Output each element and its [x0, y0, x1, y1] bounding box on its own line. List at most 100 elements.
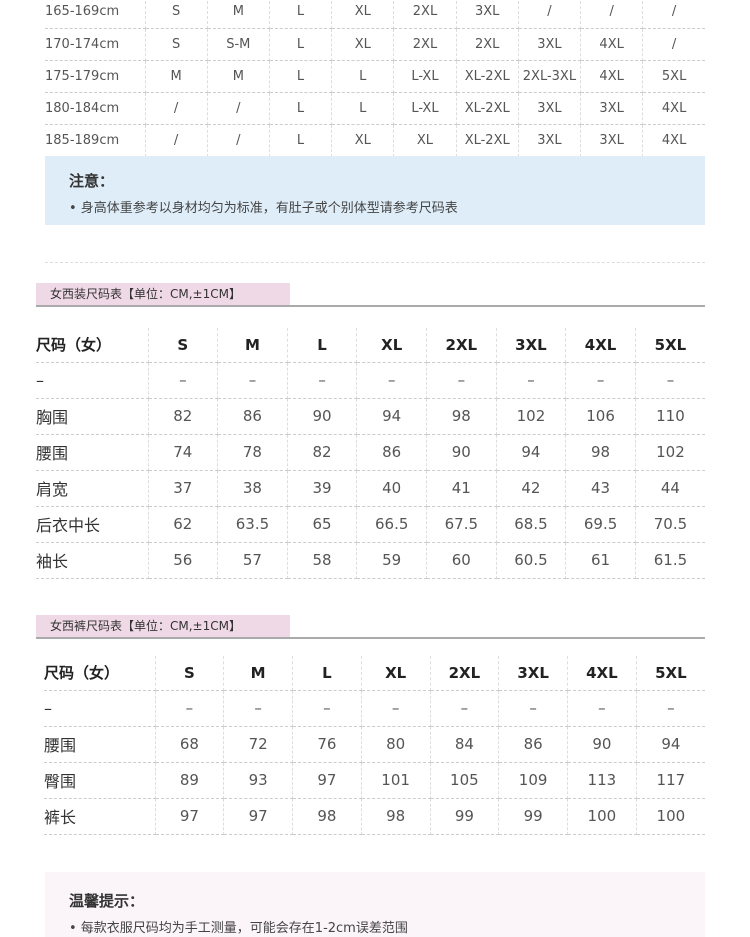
- table-cell: 4XL: [580, 28, 644, 61]
- table-cell: 93: [223, 762, 293, 799]
- table-cell: –: [430, 690, 500, 727]
- table-cell: /: [518, 0, 582, 29]
- table-cell: 62: [148, 506, 219, 543]
- table-cell: 101: [361, 762, 431, 799]
- table-cell: 113: [567, 762, 637, 799]
- table-cell: M: [223, 656, 293, 691]
- table-cell: 110: [635, 398, 705, 435]
- table-cell: 106: [565, 398, 636, 435]
- table-cell: 43: [565, 470, 636, 507]
- table-cell: 68: [155, 726, 225, 763]
- table-cell: 117: [636, 762, 705, 799]
- table-cell: M: [217, 328, 288, 363]
- table-cell: XL-2XL: [456, 124, 519, 157]
- table-cell: 4XL: [642, 124, 705, 157]
- table-cell: –: [426, 362, 497, 399]
- table-cell: 39: [287, 470, 358, 507]
- table-cell: 3XL: [580, 124, 644, 157]
- table-cell: 97: [292, 762, 362, 799]
- table-cell: –: [287, 362, 358, 399]
- table-cell: M: [145, 60, 208, 93]
- table-cell: 99: [498, 798, 568, 835]
- table-cell: 臀围: [44, 762, 156, 799]
- table-cell: –: [636, 690, 705, 727]
- table-cell: XL-2XL: [456, 92, 519, 125]
- table-row: 165-169cm S M L XL 2XL 3XL / / /: [45, 0, 705, 29]
- table-cell: 61.5: [635, 542, 705, 579]
- table-cell: 61: [565, 542, 636, 579]
- table-cell: 4XL: [642, 92, 705, 125]
- table-cell: 裤长: [44, 798, 156, 835]
- table-cell: 腰围: [44, 726, 156, 763]
- table-cell: 76: [292, 726, 362, 763]
- table-cell: S-M: [207, 28, 270, 61]
- table-cell: XL-2XL: [456, 60, 519, 93]
- table-cell: –: [155, 690, 225, 727]
- table-cell: 74: [148, 434, 219, 471]
- table-cell: 5XL: [642, 60, 705, 93]
- table-row: 胸围 82 86 90 94 98 102 106 110: [36, 398, 705, 435]
- table-cell: 3XL: [456, 0, 519, 29]
- table-cell: 165-169cm: [45, 0, 146, 29]
- table-cell: 57: [217, 542, 288, 579]
- table-cell: S: [145, 28, 208, 61]
- table-cell: S: [145, 0, 208, 29]
- divider: [45, 262, 705, 263]
- table-row: 裤长 97 97 98 98 99 99 100 100: [44, 798, 705, 835]
- table-cell: /: [145, 124, 208, 157]
- table-cell: 170-174cm: [45, 28, 146, 61]
- table-cell: 3XL: [518, 28, 582, 61]
- table-cell: 63.5: [217, 506, 288, 543]
- table-cell: 185-189cm: [45, 124, 146, 157]
- table-cell: 59: [356, 542, 427, 579]
- table-cell: 41: [426, 470, 497, 507]
- table-cell: 3XL: [518, 92, 582, 125]
- table-header-row: 尺码（女） S M L XL 2XL 3XL 4XL 5XL: [36, 328, 705, 363]
- table-cell: 5XL: [636, 656, 705, 691]
- table-cell: XL: [393, 124, 457, 157]
- table-cell: 94: [356, 398, 427, 435]
- table-row: 腰围 74 78 82 86 90 94 98 102: [36, 434, 705, 471]
- table-cell: XL: [331, 0, 395, 29]
- table-cell: XL: [331, 28, 395, 61]
- table-cell: L: [331, 92, 395, 125]
- height-size-table: 165-169cm S M L XL 2XL 3XL / //170-174cm S S-M L XL 2…: [45, 0, 705, 157]
- table-cell: /: [642, 28, 705, 61]
- pants-table-title: 女西裤尺码表【单位：CM,±1CM】: [36, 615, 290, 637]
- table-cell: 5XL: [635, 328, 705, 363]
- table-cell: L: [269, 0, 333, 29]
- table-cell: 66.5: [356, 506, 427, 543]
- table-cell: 3XL: [518, 124, 582, 157]
- table-cell: 2XL: [393, 28, 457, 61]
- table-cell: 98: [565, 434, 636, 471]
- table-row: 臀围 89 93 97 101 105 109 113 117: [44, 762, 705, 799]
- table-row: 腰围 68 72 76 80 84 86 90 94: [44, 726, 705, 763]
- jacket-table-title: 女西装尺码表【单位：CM,±1CM】: [36, 283, 290, 305]
- table-cell: L: [292, 656, 362, 691]
- table-cell: –: [361, 690, 431, 727]
- table-cell: 100: [636, 798, 705, 835]
- table-cell: L: [269, 124, 333, 157]
- table-row: 180-184cm / / L L L-XL XL-2XL 3XL 3XL 4XL: [45, 92, 705, 125]
- table-cell: 84: [430, 726, 500, 763]
- table-cell: 98: [361, 798, 431, 835]
- table-cell: 67.5: [426, 506, 497, 543]
- tip-title: 温馨提示：: [69, 892, 145, 910]
- tip-text: • 每款衣服尺码均为手工测量，可能会存在1-2cm误差范围: [69, 921, 408, 936]
- table-cell: 4XL: [567, 656, 637, 691]
- table-cell: –: [635, 362, 705, 399]
- table-cell: /: [207, 92, 270, 125]
- table-header-row: 尺码（女） S M L XL 2XL 3XL 4XL 5XL: [44, 656, 705, 691]
- table-cell: 80: [361, 726, 431, 763]
- table-cell: 99: [430, 798, 500, 835]
- table-cell: 2XL: [430, 656, 500, 691]
- table-cell: 69.5: [565, 506, 636, 543]
- notice-text: • 身高体重参考以身材均匀为标准，有肚子或个别体型请参考尺码表: [69, 201, 458, 216]
- table-cell: 109: [498, 762, 568, 799]
- table-cell: 尺码（女）: [36, 328, 149, 363]
- table-cell: 94: [636, 726, 705, 763]
- table-cell: 68.5: [496, 506, 567, 543]
- table-cell: 97: [223, 798, 293, 835]
- table-cell: –: [496, 362, 567, 399]
- table-cell: 40: [356, 470, 427, 507]
